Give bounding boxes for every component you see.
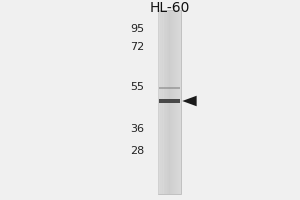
Bar xyxy=(172,10,173,194)
Bar xyxy=(177,10,178,194)
Bar xyxy=(179,10,180,194)
Bar xyxy=(180,10,181,194)
Bar xyxy=(163,10,164,194)
Bar xyxy=(158,10,159,194)
Bar xyxy=(175,10,176,194)
Bar xyxy=(166,10,167,194)
Bar xyxy=(169,10,170,194)
Bar xyxy=(165,10,166,194)
Text: HL-60: HL-60 xyxy=(149,1,190,15)
Bar xyxy=(160,10,161,194)
Bar xyxy=(158,10,181,194)
Bar xyxy=(170,10,171,194)
Bar xyxy=(167,10,168,194)
Bar xyxy=(169,10,170,194)
Bar xyxy=(176,10,177,194)
Bar xyxy=(159,87,180,89)
Bar xyxy=(173,10,174,194)
Bar xyxy=(159,99,180,103)
Bar xyxy=(174,10,175,194)
Bar xyxy=(178,10,179,194)
Bar xyxy=(159,10,160,194)
Bar xyxy=(164,10,165,194)
Bar xyxy=(160,10,161,194)
Bar xyxy=(168,10,169,194)
Text: 28: 28 xyxy=(130,146,144,156)
Text: 55: 55 xyxy=(130,82,144,92)
Bar xyxy=(171,10,172,194)
Polygon shape xyxy=(182,96,197,106)
Bar xyxy=(161,10,162,194)
Text: 36: 36 xyxy=(130,124,144,134)
Bar xyxy=(162,10,163,194)
Text: 95: 95 xyxy=(130,24,144,34)
Text: 72: 72 xyxy=(130,42,144,52)
